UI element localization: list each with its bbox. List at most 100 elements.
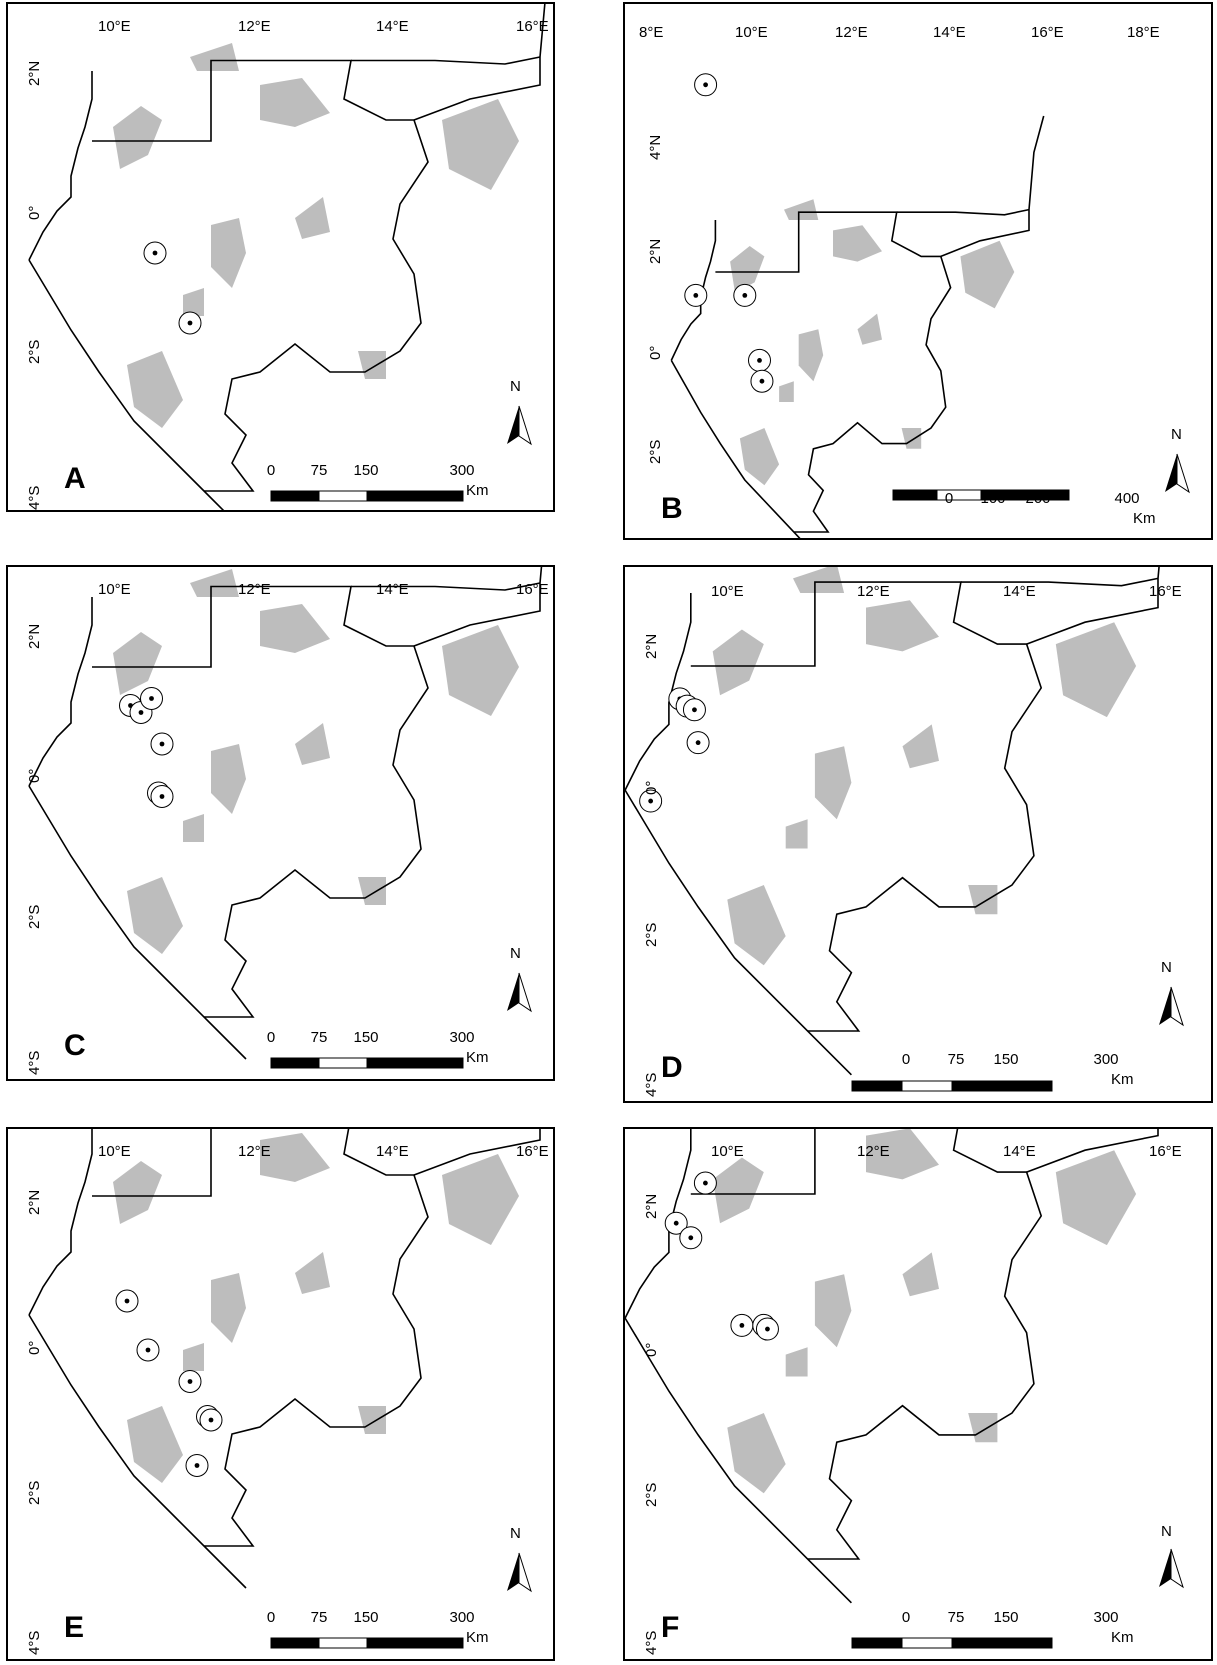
scale-bar-segment xyxy=(901,1637,953,1649)
scale-label-0: 0 xyxy=(266,1609,276,1626)
scale-bar-segment xyxy=(901,1080,953,1092)
north-arrow-icon xyxy=(1159,987,1171,1025)
protected-area-shape xyxy=(814,746,852,820)
panel-letter: D xyxy=(661,1051,683,1084)
occurrence-dot xyxy=(692,707,697,713)
lon-label-16e: 16°E xyxy=(516,581,549,598)
protected-area-shape xyxy=(183,1343,204,1371)
occurrence-dot xyxy=(145,1347,151,1353)
scale-bar-segment xyxy=(366,1057,464,1069)
north-arrow-icon xyxy=(1165,454,1177,492)
map-panel-f: 10°E 12°E 14°E 16°E 2°N 0° 2°S 4°S F N 0… xyxy=(623,1127,1213,1661)
occurrence-dot xyxy=(703,1180,708,1186)
lat-label-2n: 2°N xyxy=(26,623,43,649)
occurrence-dot xyxy=(187,1379,193,1384)
scale-bar-segment xyxy=(270,1057,320,1069)
protected-area-shape xyxy=(798,329,824,382)
lat-label-0: 0° xyxy=(647,345,664,360)
country-border xyxy=(715,211,952,533)
protected-area-shape xyxy=(739,428,780,486)
occurrence-dot xyxy=(742,293,748,298)
occurrence-dot xyxy=(759,378,765,384)
map-canvas-a xyxy=(28,4,546,510)
lon-label-12e: 12°E xyxy=(857,583,890,600)
occurrence-dot xyxy=(159,741,165,747)
protected-area-shape xyxy=(866,600,939,652)
occurrence-dot xyxy=(152,250,158,256)
north-label: N xyxy=(510,945,521,962)
lat-label-4s: 4°S xyxy=(643,1630,660,1655)
protected-area-shape xyxy=(968,885,998,915)
lon-label-12e: 12°E xyxy=(238,1143,271,1160)
lat-label-2s: 2°S xyxy=(647,439,664,464)
lat-label-2s: 2°S xyxy=(26,339,43,364)
north-arrow-icon xyxy=(507,973,519,1011)
country-border xyxy=(690,581,1043,1032)
lat-label-2s: 2°S xyxy=(26,904,43,929)
lon-label-10e: 10°E xyxy=(98,1143,131,1160)
occurrence-dot xyxy=(648,798,654,804)
north-arrow-icon xyxy=(1170,986,1184,1027)
lon-label-18e: 18°E xyxy=(1127,24,1160,41)
protected-area-shape xyxy=(785,1347,808,1377)
lat-label-0: 0° xyxy=(643,1342,660,1357)
protected-area-shape xyxy=(127,351,183,428)
coastline xyxy=(625,1317,852,1604)
lon-label-12e: 12°E xyxy=(238,581,271,598)
scale-label-150: 150 xyxy=(993,1609,1019,1626)
lat-label-4n: 4°N xyxy=(647,134,664,160)
protected-area-shape xyxy=(902,724,939,769)
map-canvas-b xyxy=(670,73,1190,538)
scale-label-150: 150 xyxy=(353,462,379,479)
coastline xyxy=(28,1314,247,1589)
occurrence-dot xyxy=(688,1235,694,1241)
map-canvas-d xyxy=(625,567,1184,1092)
occurrence-dot xyxy=(673,1220,679,1226)
lon-label-14e: 14°E xyxy=(933,24,966,41)
scale-bar-segment xyxy=(951,1637,1053,1649)
lat-label-4s: 4°S xyxy=(26,1630,43,1655)
lon-label-14e: 14°E xyxy=(376,581,409,598)
lon-label-16e: 16°E xyxy=(516,1143,549,1160)
scale-bar-segment xyxy=(980,489,1070,501)
coastline xyxy=(28,71,93,261)
protected-area-shape xyxy=(113,106,162,169)
protected-area-shape xyxy=(968,1413,998,1443)
country-border xyxy=(413,4,546,121)
scale-label-300: 300 xyxy=(1093,1609,1119,1626)
panel-letter: C xyxy=(64,1029,86,1062)
panel-letter: A xyxy=(64,462,86,495)
protected-area-shape xyxy=(857,313,882,345)
north-arrow-icon xyxy=(1159,1549,1171,1587)
lon-label-14e: 14°E xyxy=(376,18,409,35)
north-label: N xyxy=(1161,959,1172,976)
coastline xyxy=(28,785,247,1060)
lon-label-12e: 12°E xyxy=(238,18,271,35)
occurrence-dot xyxy=(703,82,708,88)
scale-label-0: 0 xyxy=(266,462,276,479)
scale-label-200: 200 xyxy=(1025,490,1051,507)
scale-bar-segment xyxy=(318,1637,368,1649)
north-arrow-icon xyxy=(518,1552,532,1593)
protected-area-shape xyxy=(211,218,246,288)
scale-unit: Km xyxy=(1111,1071,1134,1088)
lon-label-16e: 16°E xyxy=(1031,24,1064,41)
scale-bar-segment xyxy=(366,1637,464,1649)
protected-area-shape xyxy=(113,1161,162,1224)
occurrence-dot xyxy=(124,1298,130,1304)
country-border xyxy=(1026,567,1160,645)
lat-label-2s: 2°S xyxy=(643,1482,660,1507)
coastline xyxy=(625,593,692,791)
map-panel-d: 10°E 12°E 14°E 16°E 2°N 0° 2°S 4°S D N 0… xyxy=(623,565,1213,1103)
lat-label-2n: 2°N xyxy=(26,60,43,86)
scale-unit: Km xyxy=(1111,1629,1134,1646)
country-border xyxy=(690,1129,1043,1560)
protected-area-shape xyxy=(183,288,204,316)
protected-area-shape xyxy=(793,567,845,593)
protected-area-shape xyxy=(442,99,519,190)
scale-label-300: 300 xyxy=(449,1029,475,1046)
lon-label-12e: 12°E xyxy=(857,1143,890,1160)
scale-label-0: 0 xyxy=(944,490,954,507)
scale-bar-segment xyxy=(366,490,464,502)
scale-bar-segment xyxy=(318,1057,368,1069)
